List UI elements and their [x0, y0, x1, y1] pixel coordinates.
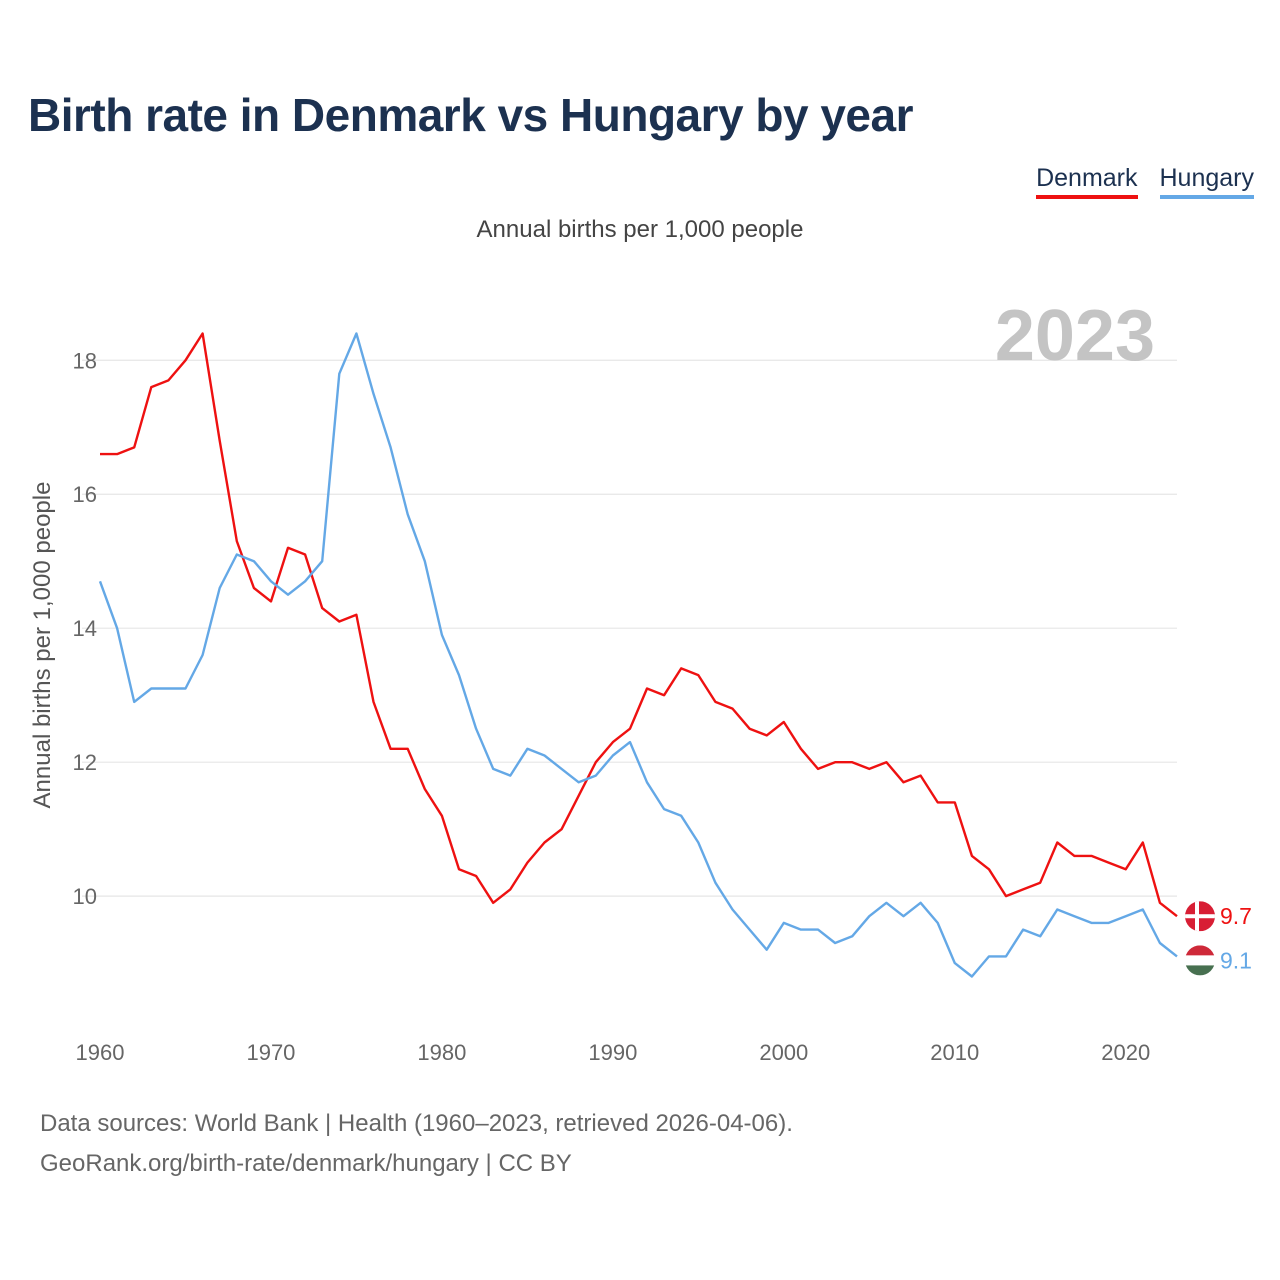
- end-value-label-hungary: 9.1: [1220, 947, 1252, 973]
- footer-sources: Data sources: World Bank | Health (1960–…: [40, 1110, 793, 1137]
- y-tick-label: 18: [73, 348, 97, 373]
- x-tick-label: 1980: [417, 1040, 466, 1065]
- end-markers: 9.7 9.1: [1185, 901, 1252, 976]
- y-tick-label: 16: [73, 482, 97, 507]
- legend-item-denmark[interactable]: Denmark: [1036, 164, 1138, 199]
- x-axis-ticks: 1960 1970 1980 1990 2000 2010 2020: [76, 1040, 1151, 1065]
- x-tick-label: 1970: [246, 1040, 295, 1065]
- legend-item-hungary[interactable]: Hungary: [1159, 164, 1255, 199]
- x-tick-label: 1990: [588, 1040, 637, 1065]
- y-tick-label: 10: [73, 884, 97, 909]
- x-tick-label: 2020: [1101, 1040, 1150, 1065]
- chart-title: Birth rate in Denmark vs Hungary by year: [28, 89, 914, 141]
- x-tick-label: 2010: [930, 1040, 979, 1065]
- legend: Denmark Hungary: [1036, 164, 1254, 199]
- y-tick-label: 12: [73, 750, 97, 775]
- y-tick-label: 14: [73, 616, 97, 641]
- y-axis-ticks: 10 12 14 16 18: [73, 348, 97, 909]
- year-watermark: 2023: [995, 296, 1155, 376]
- flag-icon-hungary: [1185, 945, 1215, 976]
- chart-subtitle: Annual births per 1,000 people: [476, 216, 804, 243]
- series-group: [98, 332, 1178, 978]
- legend-swatch-denmark: [1036, 195, 1138, 199]
- line-chart: 2023 10 12 14 16 18 1960 1970 1980 1990 2000 2010…: [29, 296, 1252, 1065]
- series-line-hungary[interactable]: [98, 332, 1178, 978]
- x-tick-label: 1960: [76, 1040, 125, 1065]
- grid-lines: [82, 359, 1177, 897]
- series-line-denmark[interactable]: [100, 332, 1178, 918]
- x-tick-label: 2000: [759, 1040, 808, 1065]
- legend-label-hungary: Hungary: [1159, 164, 1255, 192]
- flag-icon-denmark: [1185, 901, 1215, 932]
- end-value-label-denmark: 9.7: [1220, 903, 1252, 929]
- legend-label-denmark: Denmark: [1036, 164, 1138, 192]
- footer-url[interactable]: GeoRank.org/birth-rate/denmark/hungary |…: [40, 1150, 572, 1177]
- footer: Data sources: World Bank | Health (1960–…: [40, 1104, 793, 1184]
- legend-swatch-hungary: [1159, 195, 1254, 199]
- y-axis-label: Annual births per 1,000 people: [29, 482, 56, 809]
